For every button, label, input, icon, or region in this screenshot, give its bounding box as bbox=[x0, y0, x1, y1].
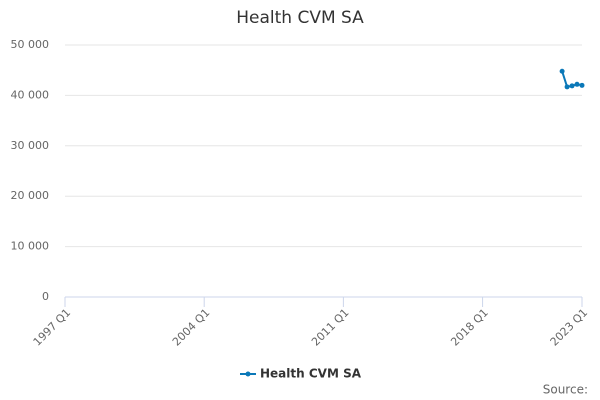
x-tick-label: 2011 Q1 bbox=[309, 306, 352, 349]
x-tick-label: 1997 Q1 bbox=[31, 306, 74, 349]
legend-item: Health CVM SA bbox=[240, 367, 362, 381]
point bbox=[569, 83, 575, 89]
y-tick-label: 30 000 bbox=[11, 139, 50, 152]
x-tick-label: 2004 Q1 bbox=[170, 306, 213, 349]
point bbox=[574, 81, 580, 87]
x-tick-label: 2018 Q1 bbox=[448, 306, 491, 349]
legend-label: Health CVM SA bbox=[260, 367, 362, 381]
chart-title: Health CVM SA bbox=[236, 8, 364, 28]
x-tick-label: 2023 Q1 bbox=[548, 306, 591, 349]
y-tick-label: 20 000 bbox=[11, 189, 50, 202]
point bbox=[564, 84, 570, 90]
y-tick-label: 0 bbox=[42, 290, 49, 303]
legend-marker bbox=[245, 371, 251, 377]
y-tick-label: 40 000 bbox=[11, 88, 50, 101]
point bbox=[559, 68, 565, 74]
source: Source: bbox=[543, 383, 588, 397]
y-tick-label: 50 000 bbox=[11, 38, 50, 51]
y-tick-label: 10 000 bbox=[11, 240, 50, 253]
point bbox=[579, 82, 585, 88]
